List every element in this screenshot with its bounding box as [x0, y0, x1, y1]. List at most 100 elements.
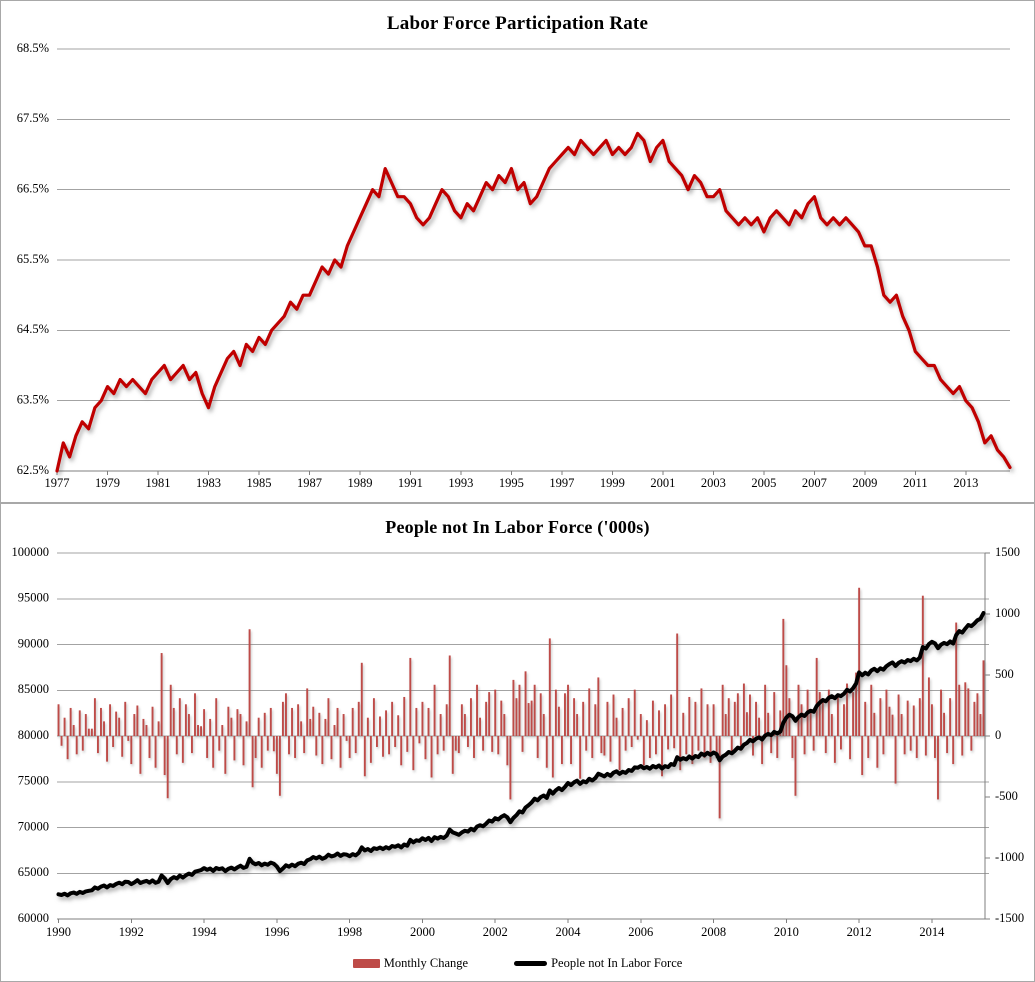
monthly-change-bar	[224, 736, 227, 774]
monthly-change-bar	[421, 701, 424, 736]
monthly-change-bar	[833, 736, 836, 763]
monthly-change-bar	[218, 736, 221, 751]
monthly-change-bar	[718, 736, 721, 819]
monthly-change-bar	[827, 689, 830, 736]
monthly-change-bar	[730, 736, 733, 755]
monthly-change-bar	[330, 736, 333, 760]
monthly-change-bar	[482, 736, 485, 751]
monthly-change-bar	[591, 736, 594, 758]
monthly-change-bar	[824, 736, 827, 754]
monthly-change-bar	[145, 725, 148, 736]
nilf-series-line	[56, 611, 986, 898]
monthly-change-bar	[160, 653, 163, 736]
monthly-change-bar	[403, 696, 406, 736]
x-axis-tick-label: 1994	[192, 925, 218, 939]
monthly-change-bar	[451, 736, 454, 774]
monthly-change-bar	[130, 736, 133, 765]
monthly-change-bar	[840, 736, 842, 750]
monthly-change-bar	[867, 736, 870, 758]
monthly-change-bar	[206, 736, 209, 758]
monthly-change-bar	[285, 693, 287, 736]
monthly-change-bar	[376, 736, 378, 747]
monthly-change-swatch-icon	[352, 958, 380, 968]
x-axis: 1977 1979 1981 1983 1985 1987 1989 1991 1993 1995…	[45, 471, 978, 490]
monthly-change-bar	[66, 736, 69, 760]
monthly-change-bar	[303, 736, 306, 754]
monthly-change-bar	[260, 736, 263, 768]
monthly-change-bar	[309, 718, 312, 736]
monthly-change-bar	[354, 736, 357, 754]
monthly-change-bar	[855, 672, 858, 736]
monthly-change-bar	[100, 707, 102, 736]
monthly-change-bar	[636, 736, 639, 740]
monthly-change-bar	[943, 712, 946, 736]
monthly-change-bar	[667, 736, 670, 750]
monthly-change-bar	[776, 736, 779, 758]
monthly-change-bar	[661, 736, 663, 777]
monthly-change-bar	[203, 709, 206, 736]
monthly-change-bar	[197, 725, 199, 736]
monthly-change-bar	[551, 736, 554, 778]
monthly-change-bar	[573, 698, 576, 736]
x-axis-tick-label: 2005	[751, 476, 776, 490]
monthly-change-bar	[142, 718, 145, 736]
monthly-change-bar	[794, 736, 797, 796]
monthly-change-bar	[724, 714, 727, 736]
monthly-change-bar	[488, 692, 491, 736]
monthly-change-bar	[491, 736, 494, 752]
right-axis-tick-label: 500	[995, 667, 1014, 681]
monthly-change-bar	[200, 726, 202, 736]
monthly-change-bar	[509, 736, 512, 800]
right-axis-tick-label: 0	[995, 728, 1001, 742]
monthly-change-bar	[697, 736, 700, 751]
monthly-change-bar	[84, 714, 87, 736]
monthly-change-bar	[770, 736, 773, 754]
monthly-change-bar	[733, 701, 736, 736]
monthly-change-bar	[318, 712, 321, 736]
monthly-change-bar	[949, 698, 952, 736]
monthly-change-bar	[691, 736, 694, 765]
x-axis-tick-label: 1977	[45, 476, 70, 490]
monthly-change-bar	[803, 736, 806, 755]
monthly-change-bar	[60, 736, 63, 746]
monthly-change-bar	[670, 694, 673, 736]
monthly-change-bar	[876, 736, 879, 768]
monthly-change-bar	[946, 736, 949, 754]
monthly-change-bar	[388, 736, 391, 755]
monthly-change-bar	[745, 712, 748, 736]
monthly-change-bar	[600, 736, 603, 754]
monthly-change-bar	[927, 677, 930, 736]
monthly-change-bar	[615, 717, 618, 736]
lfpr-series-line	[55, 131, 1012, 473]
monthly-change-bar	[679, 736, 682, 771]
monthly-change-bar	[424, 736, 427, 760]
monthly-change-bar	[215, 698, 218, 736]
monthly-change-bar	[400, 736, 403, 766]
monthly-change-bar	[239, 714, 242, 736]
monthly-change-bar	[184, 704, 187, 736]
right-axis-tick-label: -1500	[995, 911, 1024, 925]
monthly-change-bar	[103, 721, 105, 736]
monthly-change-bar	[809, 712, 812, 736]
monthly-change-bar	[791, 736, 794, 758]
monthly-change-bar	[473, 736, 475, 758]
legend-item-nilf: People not In Labor Force	[514, 956, 682, 971]
monthly-change-bar	[685, 736, 688, 755]
monthly-change-bar	[360, 662, 363, 736]
nilf-chart-title: People not In Labor Force ('000s)	[385, 517, 650, 537]
monthly-change-bar	[630, 736, 633, 747]
y-axis-tick-label: 66.5%	[17, 182, 49, 196]
monthly-change-bar	[709, 736, 712, 763]
monthly-change-bar	[515, 698, 518, 736]
monthly-change-bar	[830, 714, 833, 736]
nilf-line-swatch-icon	[514, 960, 548, 966]
monthly-change-bar	[612, 694, 615, 736]
monthly-change-bar	[236, 709, 239, 736]
monthly-change-bar	[955, 622, 958, 736]
monthly-change-bar	[87, 728, 90, 736]
x-axis-tick-label: 1998	[337, 925, 362, 939]
right-axis-tick-label: -500	[995, 789, 1018, 803]
monthly-change-bar	[736, 693, 739, 736]
monthly-change-bar	[251, 736, 254, 788]
